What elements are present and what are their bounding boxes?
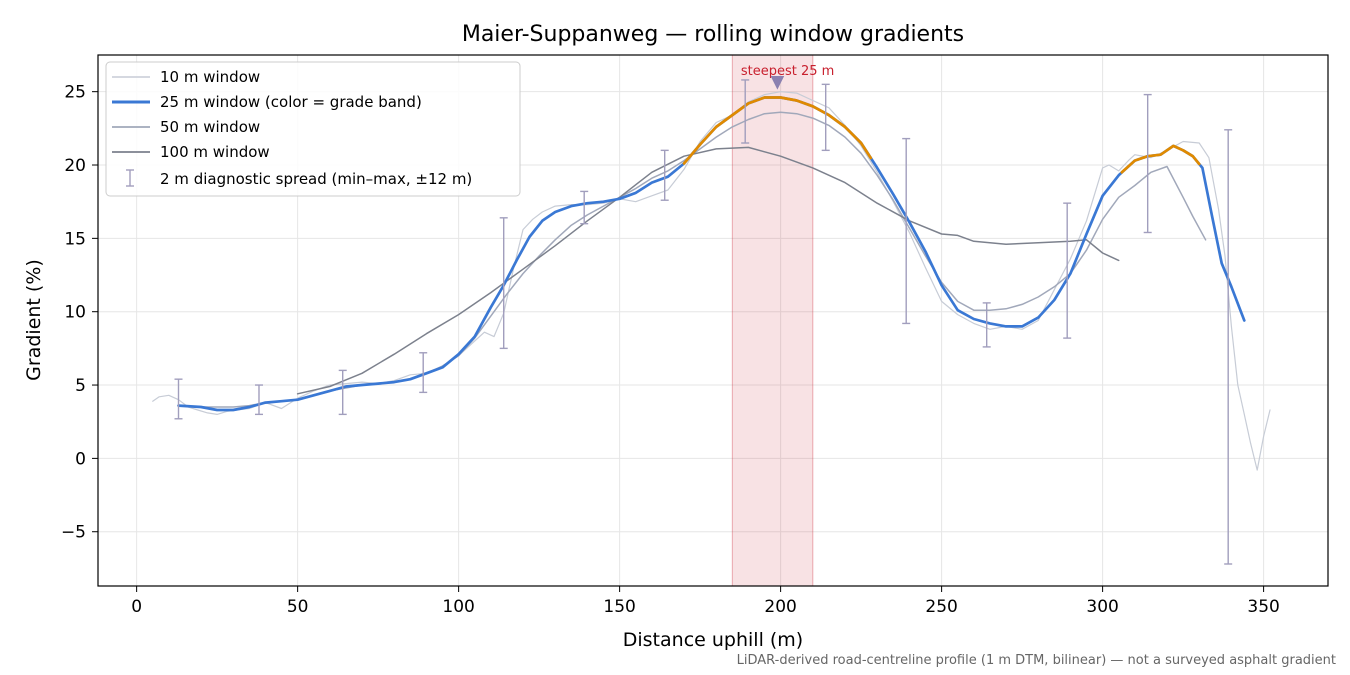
annotation-layer: steepest 25 m [741,64,834,90]
diagnostic-spread-11 [1063,202,1072,339]
steepest-25m-band [731,54,814,587]
diagnostic-spread-13 [1224,129,1233,565]
diagnostic-spread-2 [338,369,347,416]
x-tick-label-1: 50 [287,597,309,617]
y-tick-label-6: 25 [64,83,86,103]
legend-label-100m: 100 m window [160,143,270,161]
plot-frame [97,54,1329,587]
legend-swatch-spread [126,169,134,187]
diagnostic-spread-1 [254,384,263,416]
steepest-label: steepest 25 m [741,64,834,79]
legend-frame [105,61,521,197]
footnote: LiDAR-derived road-centreline profile (1… [737,653,1336,668]
y-tick-label-2: 5 [75,376,86,396]
diagnostic-spread-layer [174,79,1233,565]
diagnostic-spread-9 [902,137,911,325]
x-tick-label-3: 150 [603,597,635,617]
series-layer [152,91,1271,471]
x-tick-label-2: 100 [442,597,474,617]
diagnostic-spread-8 [821,83,830,152]
series-25m-steep-0 [682,96,873,165]
legend-label-50m: 50 m window [160,118,260,136]
y-tick-label-1: 0 [75,449,86,469]
diagnostic-spread-0 [174,378,183,420]
y-tick-label-4: 15 [64,229,86,249]
x-axis-label: Distance uphill (m) [623,629,803,651]
axis-ticks: 0 50 100 150 200 250 300 350 −5 0 5 10 15 20 25 [61,83,1280,617]
series-100-m-window [296,146,1120,395]
x-tick-label-4: 200 [764,597,796,617]
diagnostic-spread-12 [1143,93,1152,234]
legend-label-25m: 25 m window (color = grade band) [160,93,422,111]
chart-title: Maier-Suppanweg — rolling window gradien… [462,22,964,47]
legend-label-spread: 2 m diagnostic spread (min–max, ±12 m) [160,170,472,188]
y-tick-label-0: −5 [61,523,86,543]
legend: 10 m window 25 m window (color = grade b… [105,61,521,197]
steepest-marker [770,76,785,90]
diagnostic-spread-7 [741,79,750,144]
y-tick-label-5: 20 [64,156,86,176]
diagnostic-spread-5 [580,190,589,225]
series-25-m-window [177,96,1246,412]
series-25m-steep-1 [1120,144,1201,174]
y-axis-label: Gradient (%) [23,259,45,381]
diagnostic-spread-10 [982,302,991,348]
diagnostic-spread-6 [660,149,669,201]
x-tick-label-5: 250 [925,597,957,617]
steepest-band-layer [731,54,814,587]
legend-label-10m: 10 m window [160,68,260,86]
diagnostic-spread-3 [419,352,428,394]
diagnostic-spread-4 [499,217,508,350]
x-tick-label-0: 0 [131,597,142,617]
x-tick-label-7: 350 [1247,597,1279,617]
x-tick-label-6: 300 [1086,597,1118,617]
y-tick-label-3: 10 [64,303,86,323]
